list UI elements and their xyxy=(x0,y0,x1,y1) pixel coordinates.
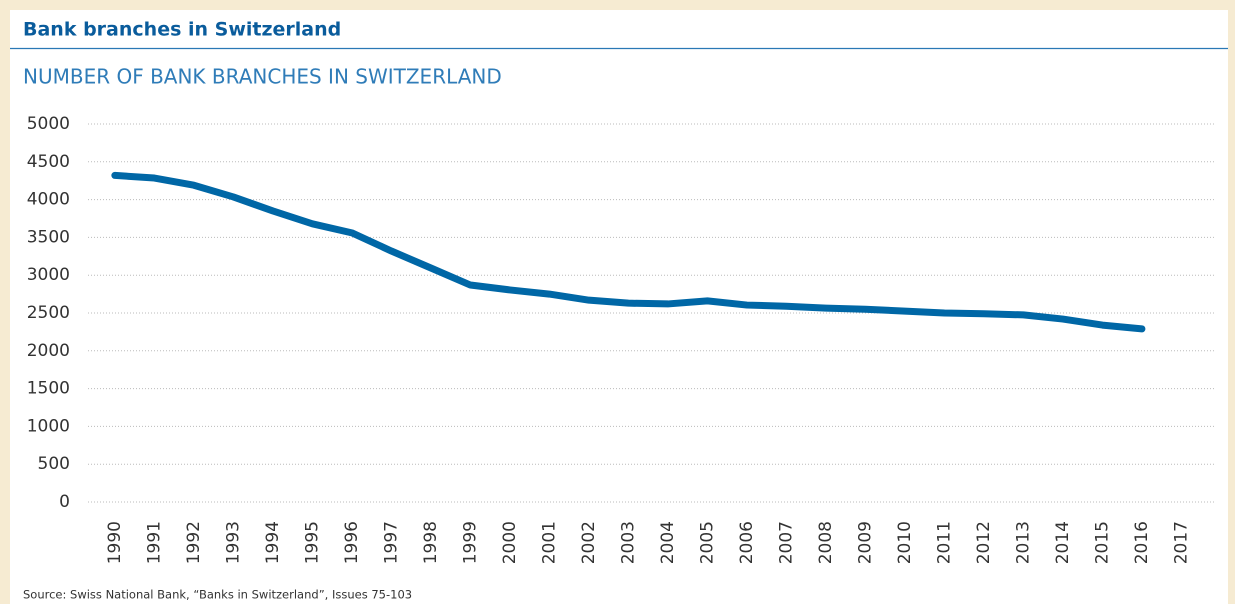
y-tick-label: 2000 xyxy=(27,341,70,361)
x-tick-label: 2003 xyxy=(618,521,638,564)
x-tick-label: 2006 xyxy=(737,521,757,564)
x-tick-label: 2007 xyxy=(776,521,796,564)
panel xyxy=(10,10,1228,604)
x-tick-label: 2011 xyxy=(934,521,954,564)
y-tick-label: 1500 xyxy=(27,379,70,399)
y-tick-label: 3000 xyxy=(27,265,70,285)
y-tick-label: 0 xyxy=(59,492,70,512)
x-tick-label: 2008 xyxy=(816,521,836,564)
x-tick-label: 1997 xyxy=(381,521,401,564)
y-tick-label: 4000 xyxy=(27,190,70,210)
x-tick-label: 2012 xyxy=(974,521,994,564)
y-tick-label: 5000 xyxy=(27,114,70,134)
x-tick-label: 1999 xyxy=(460,521,480,564)
x-tick-label: 1998 xyxy=(421,521,441,564)
y-tick-label: 3500 xyxy=(27,227,70,247)
x-tick-label: 2015 xyxy=(1092,521,1112,564)
x-tick-label: 1991 xyxy=(144,521,164,564)
header: Bank branches in Switzerland xyxy=(23,19,341,41)
x-tick-label: 2005 xyxy=(697,521,717,564)
x-tick-label: 1994 xyxy=(263,521,283,564)
x-tick-label: 1995 xyxy=(302,521,322,564)
x-tick-label: 2010 xyxy=(895,521,915,564)
x-tick-label: 2013 xyxy=(1013,521,1033,564)
y-tick-label: 4500 xyxy=(27,152,70,172)
x-tick-label: 2017 xyxy=(1171,521,1191,564)
y-tick-label: 500 xyxy=(38,454,70,474)
x-tick-label: 1990 xyxy=(105,521,125,564)
chart-title: NUMBER OF BANK BRANCHES IN SWITZERLAND xyxy=(23,65,502,89)
x-tick-label: 1996 xyxy=(342,521,362,564)
source: Source: Swiss National Bank, “Banks in S… xyxy=(23,588,412,602)
x-tick-label: 2009 xyxy=(855,521,875,564)
x-tick-label: 2014 xyxy=(1053,521,1073,564)
x-tick-label: 2001 xyxy=(539,521,559,564)
x-tick-label: 1993 xyxy=(223,521,243,564)
x-tick-label: 2002 xyxy=(579,521,599,564)
x-tick-label: 2004 xyxy=(658,521,678,564)
x-tick-label: 2016 xyxy=(1132,521,1152,564)
x-tick-label: 1992 xyxy=(184,521,204,564)
y-tick-label: 1000 xyxy=(27,416,70,436)
data-line xyxy=(111,171,1146,333)
y-tick-label: 2500 xyxy=(27,303,70,323)
x-tick-label: 2000 xyxy=(500,521,520,564)
